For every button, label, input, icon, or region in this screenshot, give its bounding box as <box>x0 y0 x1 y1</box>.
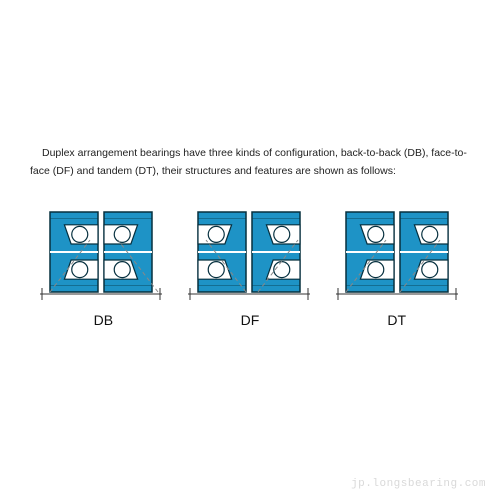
watermark-text: jp.longsbearing.com <box>351 478 486 490</box>
labels-row: DB DF DT <box>30 312 470 328</box>
bearing-diagram <box>30 200 470 360</box>
label-dt: DT <box>323 312 470 328</box>
description-text: Duplex arrangement bearings have three k… <box>30 145 470 181</box>
label-df: DF <box>177 312 324 328</box>
label-db: DB <box>30 312 177 328</box>
